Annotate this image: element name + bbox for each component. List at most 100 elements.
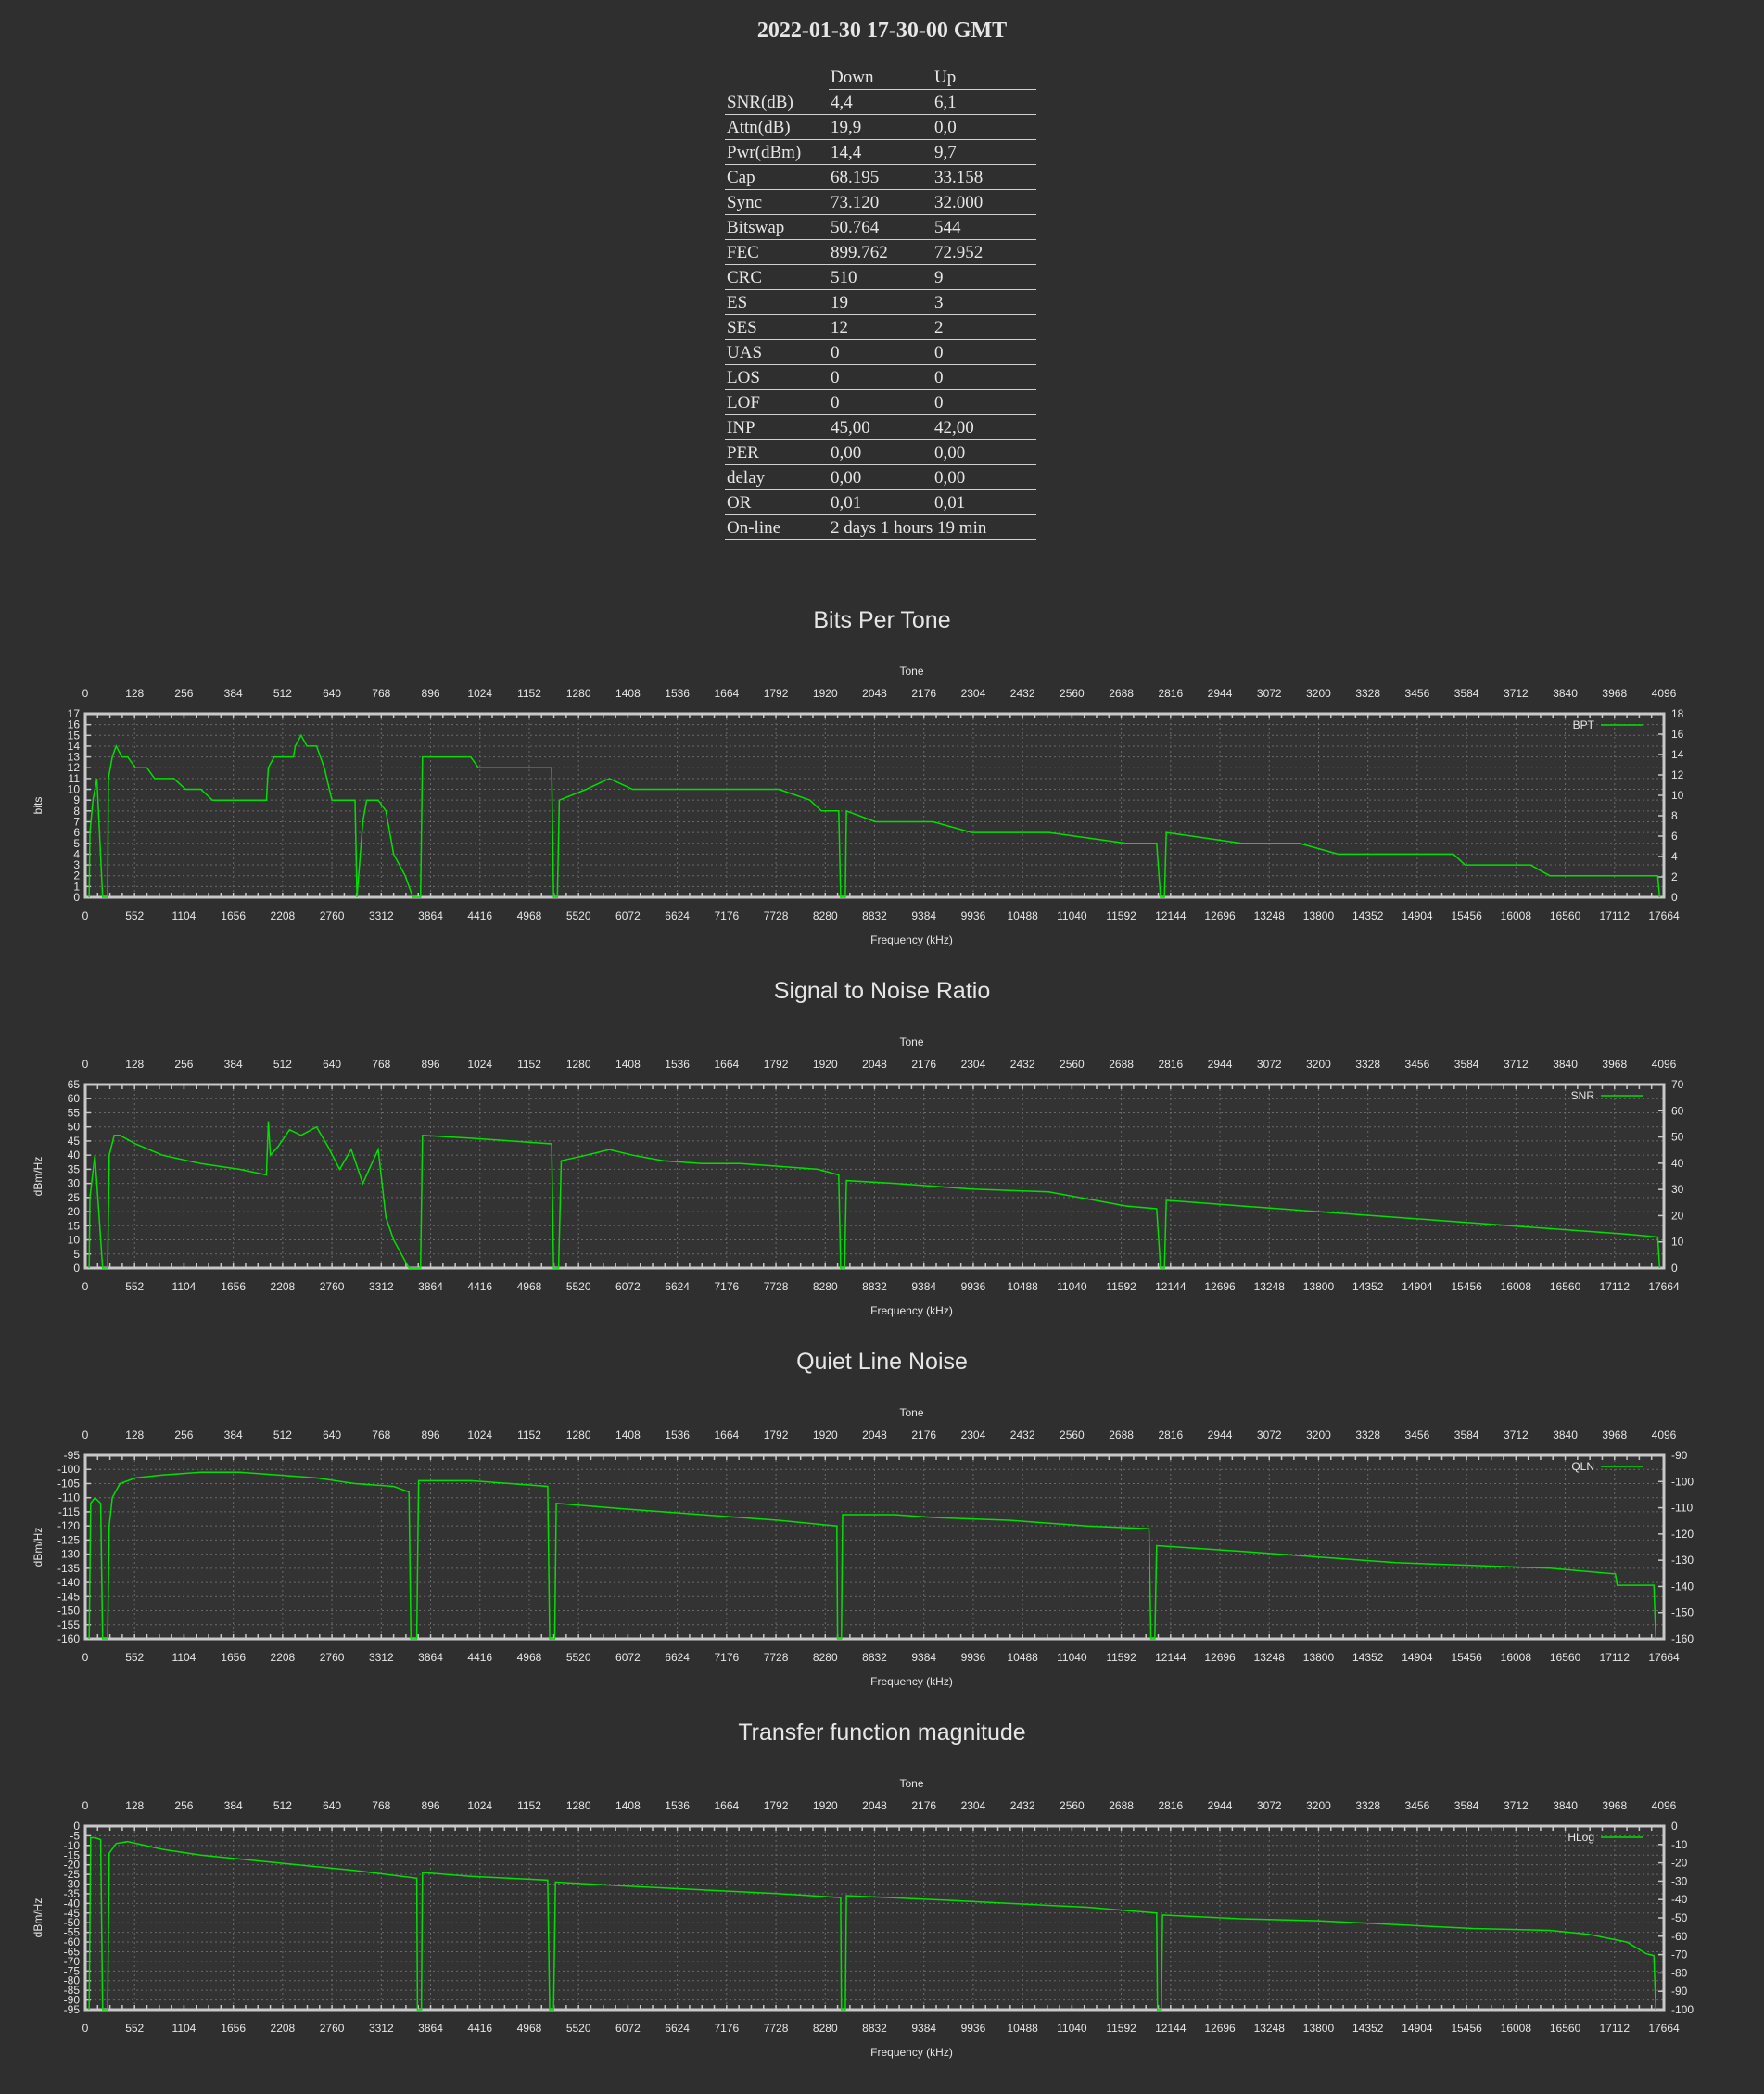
bottom-tick-label: 17664 <box>1648 1651 1680 1664</box>
top-tick-label: 1792 <box>764 1428 789 1441</box>
y-axis-label: dBm/Hz <box>32 1898 44 1938</box>
bottom-tick-label: 6072 <box>615 909 641 922</box>
right-tick-label: -50 <box>1671 1911 1688 1924</box>
series-line-qln <box>88 1471 1657 1640</box>
top-tick-label: 3840 <box>1553 687 1578 700</box>
bottom-tick-label: 17664 <box>1648 2022 1680 2035</box>
top-tick-label: 2176 <box>911 1799 936 1812</box>
bottom-tick-label: 5520 <box>566 1651 591 1664</box>
top-tick-label: 2048 <box>862 687 887 700</box>
bottom-tick-label: 3312 <box>369 909 394 922</box>
stats-header-row: Down Up <box>725 65 1036 90</box>
bottom-tick-label: 552 <box>125 2022 144 2035</box>
bottom-tick-label: 8280 <box>813 1280 838 1293</box>
bottom-tick-label: 8280 <box>813 2022 838 2035</box>
right-tick-label: -10 <box>1671 1838 1688 1851</box>
left-tick-label: 17 <box>68 707 81 720</box>
series-line-hlog <box>88 1836 1657 2011</box>
plot-frame <box>83 1824 1666 2012</box>
bottom-tick-label: 2208 <box>271 2022 296 2035</box>
top-tick-label: 2432 <box>1010 1428 1035 1441</box>
bottom-tick-label: 14352 <box>1352 1651 1384 1664</box>
top-tick-label: 2688 <box>1109 1428 1134 1441</box>
bottom-tick-label: 6624 <box>665 2022 690 2035</box>
bottom-tick-label: 1104 <box>172 909 197 922</box>
stats-up-value: 33.158 <box>933 164 1036 190</box>
bottom-tick-label: 3312 <box>369 1651 394 1664</box>
x-axis-label: Frequency (kHz) <box>870 2046 953 2059</box>
chart-snr: 0012855225611043841656512220864027607683… <box>32 1035 1684 1317</box>
top-tick-label: 2048 <box>862 1428 887 1441</box>
bottom-tick-label: 9936 <box>961 2022 986 2035</box>
right-tick-label: -150 <box>1671 1606 1694 1619</box>
stats-down-value: 68.195 <box>829 164 933 190</box>
top-tick-label: 1152 <box>517 1058 541 1071</box>
bottom-tick-label: 15456 <box>1451 2022 1482 2035</box>
stats-body: SNR(dB) 4,4 6,1 Attn(dB) 19,9 0,0 Pwr(dBm) 14,4… <box>725 89 1036 540</box>
top-tick-label: 2688 <box>1109 1058 1134 1071</box>
left-tick-label: 35 <box>68 1162 81 1175</box>
bottom-tick-label: 0 <box>82 1280 89 1293</box>
left-tick-label: -65 <box>64 1945 81 1958</box>
stats-down-value: 0,00 <box>829 439 933 465</box>
stats-down-value: 2 days 1 hours 19 min <box>829 514 1036 540</box>
top-tick-label: 1536 <box>665 1799 690 1812</box>
bottom-tick-label: 14352 <box>1352 1280 1384 1293</box>
left-tick-label: 6 <box>73 826 80 839</box>
right-tick-label: -110 <box>1671 1502 1693 1515</box>
top-tick-label: 4096 <box>1652 687 1677 700</box>
top-tick-label: 0 <box>82 1058 89 1071</box>
right-tick-label: -60 <box>1671 1930 1688 1943</box>
stats-down-value: 899.762 <box>829 239 933 265</box>
bottom-tick-label: 11040 <box>1057 2022 1087 2035</box>
top-tick-label: 3072 <box>1257 1799 1282 1812</box>
legend-label: SNR <box>1571 1089 1595 1102</box>
top-tick-label: 1792 <box>764 1799 789 1812</box>
top-tick-label: 2432 <box>1010 1799 1035 1812</box>
top-tick-label: 1792 <box>764 687 789 700</box>
left-tick-label: -145 <box>57 1590 80 1603</box>
stats-down-value: 73.120 <box>829 189 933 215</box>
top-axis-label: Tone <box>899 1035 923 1048</box>
bottom-tick-label: 1104 <box>172 1280 197 1293</box>
bottom-tick-label: 9384 <box>911 2022 936 2035</box>
left-tick-label: 16 <box>68 718 81 731</box>
right-tick-label: -160 <box>1671 1632 1694 1645</box>
top-tick-label: 896 <box>422 687 440 700</box>
top-tick-label: 896 <box>422 1058 440 1071</box>
bottom-tick-label: 11040 <box>1057 909 1087 922</box>
stats-row: INP 45,00 42,00 <box>725 414 1036 440</box>
bottom-tick-label: 552 <box>125 1651 144 1664</box>
stats-label: ES <box>725 289 829 315</box>
left-tick-label: -140 <box>57 1576 80 1589</box>
top-tick-label: 512 <box>273 687 292 700</box>
plot-frame <box>83 1083 1666 1270</box>
top-tick-label: 3456 <box>1405 1058 1430 1071</box>
stats-label: OR <box>725 489 829 515</box>
bottom-tick-label: 7176 <box>714 1280 739 1293</box>
left-tick-label: -150 <box>57 1605 80 1618</box>
left-tick-label: -55 <box>64 1926 81 1939</box>
chart-title-bpt: Bits Per Tone <box>813 607 951 633</box>
left-tick-label: -135 <box>57 1562 80 1575</box>
left-tick-label: 14 <box>68 740 81 753</box>
chart-hlog: 0012855225611043841656512220864027607683… <box>32 1777 1694 2059</box>
bottom-tick-label: 11592 <box>1106 909 1136 922</box>
stats-up-value: 0,0 <box>933 114 1036 140</box>
top-axis-label: Tone <box>899 1406 923 1419</box>
bottom-tick-label: 1104 <box>172 2022 197 2035</box>
left-tick-label: 15 <box>68 729 81 742</box>
bottom-tick-label: 6624 <box>665 909 690 922</box>
stats-row: Bitswap 50.764 544 <box>725 214 1036 240</box>
bottom-tick-label: 11592 <box>1106 1651 1136 1664</box>
y-axis-label: dBm/Hz <box>32 1528 44 1567</box>
bottom-tick-label: 8832 <box>862 1280 887 1293</box>
chart-title-hlog: Transfer function magnitude <box>738 1720 1026 1745</box>
right-tick-label: 10 <box>1671 789 1684 802</box>
top-tick-label: 1024 <box>467 1058 492 1071</box>
top-tick-label: 768 <box>372 687 390 700</box>
stats-row: Sync 73.120 32.000 <box>725 189 1036 215</box>
top-tick-label: 896 <box>422 1799 440 1812</box>
stats-label: LOF <box>725 389 829 415</box>
left-tick-label: -90 <box>64 1994 81 2007</box>
